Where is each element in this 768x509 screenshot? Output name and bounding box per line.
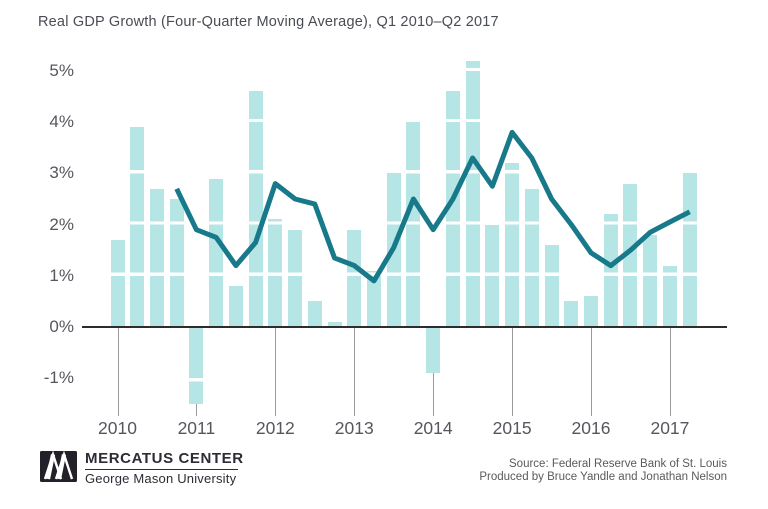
y-tick-label: -1% [43, 368, 74, 388]
gdp-bar [228, 286, 243, 327]
gdp-bar [288, 229, 303, 327]
y-tick-label: 5% [49, 61, 74, 80]
gdp-bar [248, 91, 263, 327]
y-tick-label: 0% [49, 317, 74, 336]
gdp-bar [643, 234, 658, 327]
gdp-bar [386, 173, 401, 327]
produced-by-line: Produced by Bruce Yandle and Jonathan Ne… [479, 471, 727, 483]
chart-title: Real GDP Growth (Four-Quarter Moving Ave… [38, 14, 499, 30]
gdp-bar [406, 122, 421, 327]
gdp-bar [603, 214, 618, 327]
gdp-bar [465, 60, 480, 327]
gdp-bar [564, 301, 579, 327]
mercatus-logo-icon [40, 451, 77, 482]
gdp-bar [149, 188, 164, 327]
gdp-bar [485, 224, 500, 327]
gdp-bar [327, 321, 342, 327]
x-tick-label: 2017 [650, 418, 690, 438]
gdp-bar [544, 245, 559, 327]
x-tick-line [354, 328, 356, 416]
gdp-bar [682, 173, 697, 327]
x-tick-label: 2010 [98, 418, 137, 438]
gdp-bar [366, 270, 381, 327]
gdp-bar [584, 296, 599, 327]
gdp-bar [347, 229, 362, 327]
gdp-bar [209, 178, 224, 327]
zero-axis-line [82, 325, 727, 329]
x-tick-line [591, 328, 593, 416]
gdp-bar [426, 327, 441, 374]
y-tick-label: 2% [49, 214, 74, 234]
x-tick-line [117, 328, 119, 416]
gdp-bar [445, 91, 460, 327]
gdp-bar [662, 265, 677, 327]
gdp-bar [505, 163, 520, 327]
x-tick-label: 2012 [255, 418, 295, 438]
y-tick-label: 4% [49, 112, 74, 132]
x-tick-label: 2011 [177, 418, 216, 438]
brand-subtitle: George Mason University [85, 470, 237, 486]
gdp-bar [268, 219, 283, 327]
brand-divider [85, 468, 238, 470]
footer-brand: MERCATUS CENTER George Mason University [85, 451, 244, 485]
x-tick-line [512, 328, 514, 416]
gdp-bar [130, 127, 145, 327]
gdp-bar [169, 199, 184, 327]
gdp-bar [110, 239, 125, 327]
x-tick-label: 2014 [413, 418, 453, 438]
x-tick-label: 2015 [492, 418, 532, 438]
y-tick-label: 3% [49, 163, 74, 183]
gdp-bar [524, 188, 539, 327]
gdp-bar [189, 327, 204, 404]
source-credits: Source: Federal Reserve Bank of St. Loui… [479, 458, 727, 484]
source-line: Source: Federal Reserve Bank of St. Loui… [509, 458, 727, 470]
x-tick-line [275, 328, 277, 416]
y-tick-label: 1% [49, 265, 74, 285]
x-tick-label: 2016 [571, 418, 611, 438]
x-tick-line [669, 328, 671, 416]
brand-name: MERCATUS CENTER [85, 450, 244, 467]
gdp-bar [623, 183, 638, 327]
gdp-bar [307, 301, 322, 327]
x-tick-label: 2013 [334, 418, 374, 438]
